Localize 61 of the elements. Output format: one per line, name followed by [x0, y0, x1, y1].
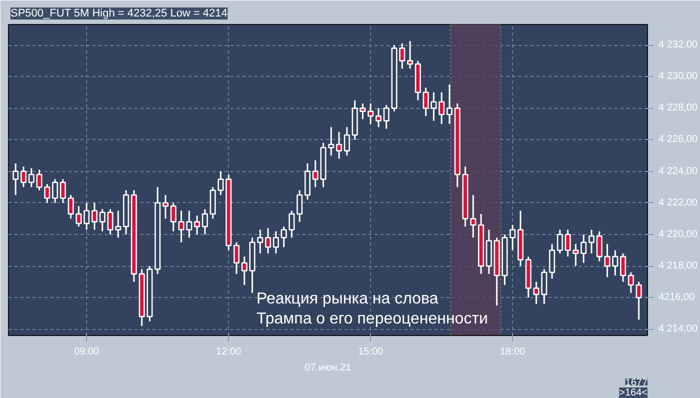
annotation: Реакция рынка на слова Трампа о его переоцененности — [256, 290, 488, 328]
y-tick-label: 4 214,00 — [658, 324, 698, 335]
y-tick-label: 4 224,00 — [658, 166, 698, 177]
candlestick — [28, 167, 34, 188]
candlestick — [368, 102, 374, 125]
candlestick — [265, 227, 272, 254]
candlestick — [241, 256, 248, 286]
candlestick — [344, 126, 350, 156]
candlestick — [36, 168, 42, 192]
candlestick — [580, 234, 587, 264]
candlestick — [446, 84, 453, 125]
x-tick-label: 18:00 — [500, 346, 526, 358]
candlestick — [628, 272, 634, 294]
y-tick-label: 4 222,00 — [658, 197, 698, 208]
candlestick — [588, 228, 595, 254]
candlestick — [272, 230, 279, 254]
y-tick-label: 4 226,00 — [658, 134, 698, 146]
chart-title: SP500_FUT 5M High = 4232,25 Low = 4214 — [10, 8, 228, 20]
candlestick — [170, 202, 176, 232]
candlestick — [194, 214, 200, 236]
candlestick — [407, 40, 414, 70]
candlestick — [328, 126, 334, 156]
candlestick — [84, 202, 90, 230]
y-tick-label: 4 220,00 — [658, 228, 698, 240]
candlestick — [68, 194, 74, 220]
candlestick — [20, 166, 27, 188]
candlestick — [375, 107, 382, 128]
candlestick — [76, 205, 82, 228]
candlestick — [44, 183, 50, 204]
candlestick — [470, 194, 476, 238]
x-tick-label: 12:00 — [216, 346, 242, 358]
candlestick — [60, 178, 66, 204]
candlestick — [383, 104, 390, 130]
candlestick — [12, 162, 19, 196]
y-tick-label: 4 232,00 — [658, 40, 698, 51]
candlestick — [312, 160, 318, 188]
y-tick-label: 4 218,00 — [658, 260, 698, 272]
x-tick-label: 15:00 — [358, 346, 384, 358]
candlestick — [438, 92, 445, 125]
candlestick — [556, 228, 563, 254]
candlestick — [304, 162, 311, 200]
candlestick — [636, 281, 642, 320]
x-tick-label: 09:00 — [74, 346, 100, 358]
candlestick — [336, 131, 342, 160]
candlestick — [162, 194, 169, 220]
candlestick — [99, 208, 106, 232]
candlestick — [510, 224, 516, 251]
y-tick-label: 4 230,00 — [658, 71, 698, 82]
candlestick — [549, 243, 556, 280]
candlestick — [202, 208, 208, 236]
candlestick — [233, 242, 240, 275]
candlestick — [296, 190, 303, 223]
candlestick — [91, 202, 98, 230]
candlestick — [620, 252, 626, 283]
y-tick-label: 4 228,00 — [658, 102, 698, 114]
y-tick-label: 4216,00 — [658, 292, 696, 304]
candlestick — [52, 178, 58, 204]
candlestick — [257, 228, 264, 254]
text: >164< — [619, 388, 648, 398]
x-axis-title: 07.июн.21 — [304, 362, 352, 374]
candlestick — [596, 230, 602, 262]
